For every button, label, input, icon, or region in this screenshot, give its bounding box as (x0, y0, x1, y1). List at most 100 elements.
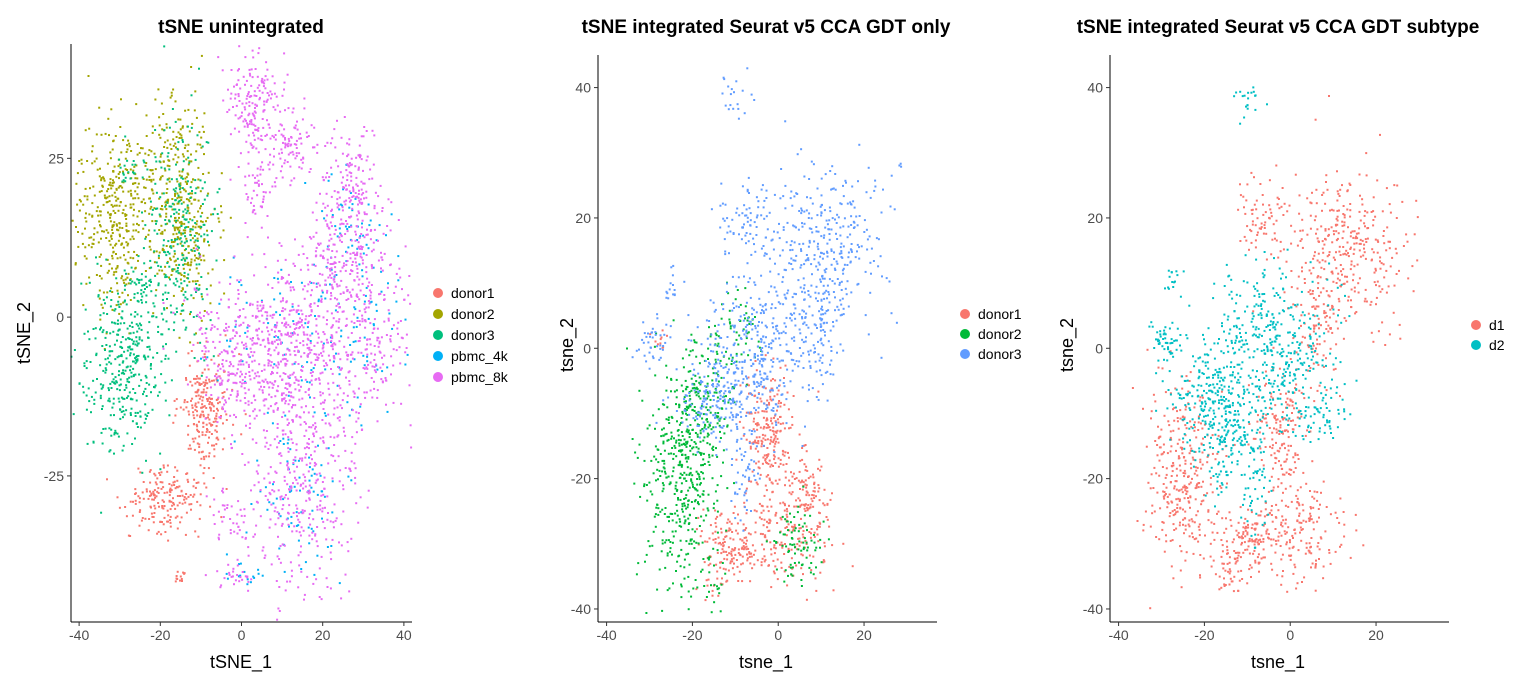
point-donor1 (175, 577, 178, 580)
point-donor2 (85, 282, 88, 285)
point-donor1 (769, 439, 772, 442)
point-donor2 (142, 227, 145, 230)
point-donor1 (748, 440, 751, 443)
point-donor2 (635, 573, 638, 576)
point-donor2 (147, 233, 150, 236)
point-donor3 (147, 336, 150, 339)
point-donor1 (772, 357, 775, 360)
point-pbmc_4k (279, 515, 282, 518)
point-pbmc_4k (329, 336, 332, 339)
point-donor1 (765, 426, 768, 429)
point-pbmc_8k (269, 90, 272, 93)
point-pbmc_4k (312, 367, 315, 370)
point-pbmc_8k (360, 158, 363, 161)
point-donor1 (194, 402, 197, 405)
point-donor2 (80, 162, 83, 165)
point-pbmc_4k (292, 463, 295, 466)
point-donor1 (202, 472, 205, 475)
point-donor3 (85, 360, 88, 363)
point-donor2 (172, 130, 175, 133)
point-pbmc_8k (344, 203, 347, 206)
point-donor1 (202, 391, 205, 394)
point-donor1 (205, 486, 208, 489)
point-donor1 (722, 545, 725, 548)
point-pbmc_8k (274, 395, 277, 398)
point-donor3 (144, 356, 147, 359)
point-pbmc_8k (390, 373, 392, 376)
point-donor3 (160, 166, 163, 169)
point-donor1 (774, 513, 777, 516)
point-donor1 (764, 458, 767, 460)
point-pbmc_8k (213, 498, 216, 501)
point-donor1 (773, 445, 776, 448)
point-donor2 (90, 246, 93, 249)
point-donor3 (195, 291, 197, 293)
point-donor1 (198, 383, 201, 386)
point-pbmc_8k (357, 210, 360, 213)
point-donor2 (163, 229, 166, 232)
point-donor1 (142, 481, 145, 483)
point-pbmc_8k (248, 122, 251, 125)
point-donor1 (208, 418, 211, 421)
point-pbmc_8k (284, 146, 287, 149)
point-donor1 (195, 406, 198, 408)
point-donor1 (168, 489, 171, 492)
point-donor3 (135, 422, 138, 425)
point-donor1 (714, 522, 717, 525)
point-donor1 (161, 506, 164, 509)
point-pbmc_8k (265, 133, 268, 136)
point-donor1 (790, 471, 792, 474)
point-donor2 (199, 253, 201, 256)
point-donor2 (109, 157, 112, 160)
point-pbmc_8k (354, 476, 357, 479)
point-pbmc_8k (256, 167, 259, 170)
point-donor3 (143, 262, 146, 265)
point-pbmc_8k (313, 435, 315, 438)
point-donor3 (182, 160, 185, 163)
point-donor3 (187, 273, 190, 276)
point-pbmc_8k (344, 434, 347, 437)
point-pbmc_4k (246, 578, 249, 581)
point-donor2 (190, 160, 193, 163)
point-donor3 (105, 296, 108, 299)
point-donor1 (215, 415, 218, 418)
point-donor2 (694, 442, 697, 445)
point-donor2 (716, 549, 719, 552)
point-donor3 (129, 332, 132, 335)
point-donor2 (172, 255, 175, 258)
point-donor2 (166, 139, 169, 142)
point-pbmc_8k (248, 366, 250, 368)
point-donor3 (114, 429, 117, 432)
point-pbmc_8k (314, 427, 316, 430)
x-tick-label: 20 (315, 627, 331, 643)
point-pbmc_8k (262, 191, 265, 193)
point-donor1 (201, 403, 204, 406)
point-donor3 (140, 328, 143, 331)
point-donor1 (196, 430, 199, 433)
point-pbmc_4k (225, 572, 228, 575)
point-pbmc_8k (230, 92, 233, 95)
point-pbmc_8k (289, 580, 292, 583)
point-donor1 (215, 417, 218, 420)
point-pbmc_8k (277, 385, 280, 388)
point-donor3 (193, 333, 196, 336)
point-donor2 (85, 220, 88, 223)
point-pbmc_4k (237, 575, 240, 578)
point-pbmc_8k (333, 503, 336, 506)
point-donor3 (123, 288, 126, 291)
point-pbmc_8k (266, 381, 269, 383)
point-pbmc_8k (287, 145, 289, 148)
point-donor2 (116, 289, 119, 292)
point-pbmc_8k (340, 241, 343, 243)
point-donor1 (738, 570, 741, 573)
point-donor3 (164, 354, 167, 357)
point-donor3 (108, 361, 111, 364)
point-pbmc_8k (273, 155, 275, 158)
point-donor1 (194, 408, 197, 411)
point-donor2 (159, 207, 162, 210)
point-donor2 (719, 437, 722, 439)
point-donor2 (103, 179, 106, 182)
point-pbmc_8k (201, 332, 204, 335)
point-pbmc_8k (379, 351, 382, 354)
point-donor1 (169, 508, 172, 511)
